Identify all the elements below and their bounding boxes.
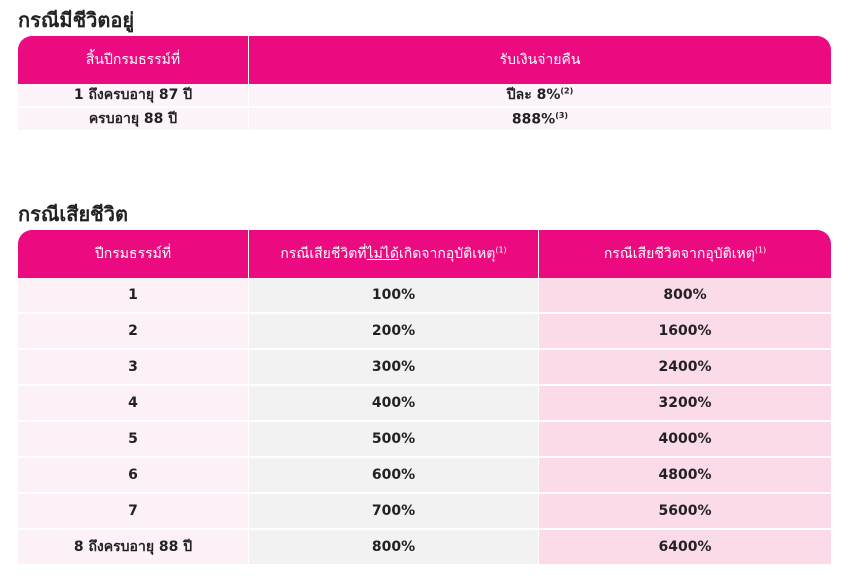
cell-text: 600% xyxy=(371,467,416,483)
table-row: 6 600% 4800% xyxy=(18,458,831,494)
cell-text: ครบอายุ 88 ปี xyxy=(88,111,178,127)
cell-text: สิ้นปีกรมธรรม์ที่ xyxy=(85,52,181,68)
cell-text: กรณีเสียชีวิตจากอุบัติเหตุ xyxy=(603,246,755,262)
cell-text: 200% xyxy=(371,323,416,339)
table-cell: 8 ถึงครบอายุ 88 ปี xyxy=(18,530,249,566)
header-row: ปีกรมธรรม์ที่ กรณีเสียชีวิตที่ไม่ได้เกิดจ… xyxy=(18,230,831,278)
table-row: 3 300% 2400% xyxy=(18,350,831,386)
cell-text: 7 xyxy=(128,503,138,519)
cell-text: 2 xyxy=(128,323,138,339)
cell-text: 4800% xyxy=(658,467,712,483)
column-header: ปีกรมธรรม์ที่ xyxy=(18,230,249,278)
table-cell: 800% xyxy=(539,278,831,314)
underlined-text: ไม่ได้ xyxy=(366,246,399,262)
table-cell: 300% xyxy=(249,350,539,386)
table-cell: 100% xyxy=(249,278,539,314)
column-header: สิ้นปีกรมธรรม์ที่ xyxy=(18,36,249,84)
table-cell: 4000% xyxy=(539,422,831,458)
table-cell: 500% xyxy=(249,422,539,458)
cell-text: 6 xyxy=(128,467,138,483)
table-cell: 5 xyxy=(18,422,249,458)
table-row: 1 ถึงครบอายุ 87 ปี ปีละ 8%(2) xyxy=(18,84,831,108)
table-row: 2 200% 1600% xyxy=(18,314,831,350)
cell-text: ปีละ 8% xyxy=(506,87,561,103)
table-cell: 200% xyxy=(249,314,539,350)
table-row: 5 500% 4000% xyxy=(18,422,831,458)
cell-text: รับเงินจ่ายคืน xyxy=(499,52,581,68)
footnote-ref: (3) xyxy=(555,110,569,120)
table-cell: 700% xyxy=(249,494,539,530)
cell-text: 4 xyxy=(128,395,138,411)
cell-text: 2400% xyxy=(658,359,712,375)
cell-text: 300% xyxy=(371,359,416,375)
cell-text: 800% xyxy=(663,287,707,303)
table-cell: 600% xyxy=(249,458,539,494)
footnote-ref: (1) xyxy=(754,245,767,255)
cell-text: 3 xyxy=(128,359,138,375)
table-cell: 7 xyxy=(18,494,249,530)
table-cell: 6400% xyxy=(539,530,831,566)
cell-text: 100% xyxy=(371,287,416,303)
column-header: กรณีเสียชีวิตจากอุบัติเหตุ(1) xyxy=(539,230,831,278)
cell-text: 6400% xyxy=(658,539,712,555)
table-cell: 400% xyxy=(249,386,539,422)
table: สิ้นปีกรมธรรม์ที่ รับเงินจ่ายคืน 1 ถึงครบอ… xyxy=(18,36,831,132)
table-cell: 6 xyxy=(18,458,249,494)
data-table: ปีกรมธรรม์ที่ กรณีเสียชีวิตที่ไม่ได้เกิดจ… xyxy=(18,230,831,566)
cell-text: เกิดจากอุบัติเหตุ xyxy=(398,246,496,262)
cell-text: 1 xyxy=(128,287,138,303)
cell-text: 5 xyxy=(128,431,138,447)
table-row: 1 100% 800% xyxy=(18,278,831,314)
cell-text: 8 ถึงครบอายุ 88 ปี xyxy=(73,539,193,555)
cell-text: 1600% xyxy=(658,323,712,339)
table-cell: 1600% xyxy=(539,314,831,350)
cell-text: 3200% xyxy=(658,395,712,411)
footnote-ref: (2) xyxy=(560,86,574,96)
table-cell: 3 xyxy=(18,350,249,386)
cell-text: 888% xyxy=(511,111,556,128)
table-row: 7 700% 5600% xyxy=(18,494,831,530)
cell-text: 700% xyxy=(371,503,416,519)
cell-text: 4000% xyxy=(658,431,712,447)
cell-text: กรณีเสียชีวิตที่ xyxy=(280,246,367,262)
table-cell: ปีละ 8%(2) xyxy=(249,84,831,108)
table: ปีกรมธรรม์ที่ กรณีเสียชีวิตที่ไม่ได้เกิดจ… xyxy=(18,230,831,566)
table-cell: 5600% xyxy=(539,494,831,530)
cell-text: 500% xyxy=(371,431,416,447)
cell-text: 1 ถึงครบอายุ 87 ปี xyxy=(73,87,193,103)
footnote-ref: (1) xyxy=(495,245,507,255)
table-cell: 1 ถึงครบอายุ 87 ปี xyxy=(18,84,249,108)
table-cell: 4 xyxy=(18,386,249,422)
cell-text: 800% xyxy=(371,539,416,555)
table-row: 8 ถึงครบอายุ 88 ปี 800% 6400% xyxy=(18,530,831,566)
table-cell: 800% xyxy=(249,530,539,566)
data-table: สิ้นปีกรมธรรม์ที่ รับเงินจ่ายคืน 1 ถึงครบอ… xyxy=(18,36,831,132)
column-header: รับเงินจ่ายคืน xyxy=(249,36,831,84)
table-cell: 2400% xyxy=(539,350,831,386)
table-cell: 4800% xyxy=(539,458,831,494)
table-cell: ครบอายุ 88 ปี xyxy=(18,108,249,132)
table-cell: 3200% xyxy=(539,386,831,422)
section-title: กรณีมีชีวิตอยู่ xyxy=(18,8,135,32)
cell-text: ปีกรมธรรม์ที่ xyxy=(94,246,172,262)
header-row: สิ้นปีกรมธรรม์ที่ รับเงินจ่ายคืน xyxy=(18,36,831,84)
table-cell: 888%(3) xyxy=(249,108,831,132)
table-row: ครบอายุ 88 ปี 888%(3) xyxy=(18,108,831,132)
column-header: กรณีเสียชีวิตที่ไม่ได้เกิดจากอุบัติเหตุ(… xyxy=(249,230,539,278)
section-title: กรณีเสียชีวิต xyxy=(18,202,128,226)
cell-text: 5600% xyxy=(658,503,712,519)
table-cell: 2 xyxy=(18,314,249,350)
table-row: 4 400% 3200% xyxy=(18,386,831,422)
cell-text: 400% xyxy=(371,395,416,411)
table-cell: 1 xyxy=(18,278,249,314)
